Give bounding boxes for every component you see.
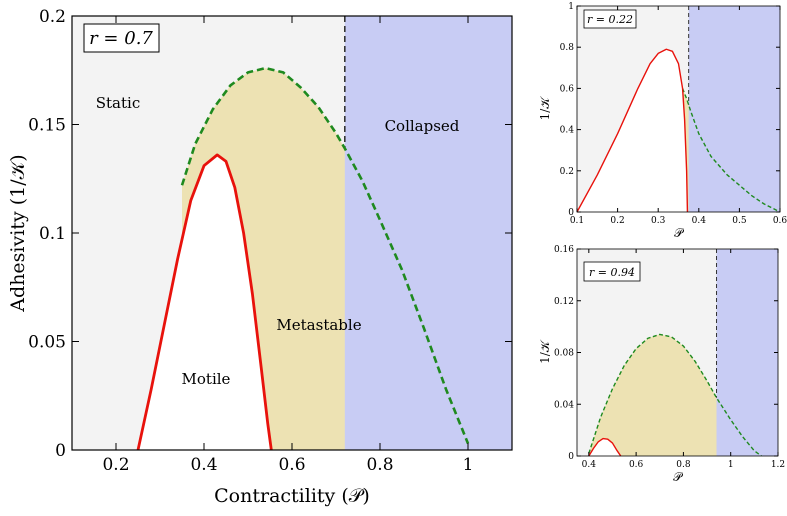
motile-boundary-curve xyxy=(136,153,273,450)
motile-region xyxy=(138,154,272,450)
plot-area xyxy=(72,16,512,450)
x-tick-label: 0.2 xyxy=(102,455,129,475)
y-tick-label: 0.16 xyxy=(554,245,574,255)
motile-region xyxy=(577,49,688,212)
y-tick-label: 0 xyxy=(568,208,574,218)
chart-panel-top-right: 0.1 0.2 0.3 0.4 0.5 0.6 0 0.2 0.4 0.6 0.8 1 𝒫 1/𝒦 r = … xyxy=(538,2,787,240)
r-value-label: r = 0.7 xyxy=(89,28,153,49)
y-tick-label: 0.1 xyxy=(39,224,66,244)
motile-boundary-curve xyxy=(588,437,622,456)
x-axis-label: 𝒫 xyxy=(673,470,683,484)
metastable-region-label: Metastable xyxy=(276,316,361,334)
x-tick-label: 1.2 xyxy=(771,460,785,470)
x-tick-label: 0.8 xyxy=(366,455,393,475)
y-tick-label: 0.04 xyxy=(554,400,574,410)
y-axis-label: Adhesivity (1/𝒦) xyxy=(7,154,29,312)
x-tick-label: 0.4 xyxy=(692,216,707,226)
collapsed-region xyxy=(716,249,778,456)
x-tick-label: 0.6 xyxy=(773,216,787,226)
y-tick-label: 0 xyxy=(568,452,574,462)
r-value-box xyxy=(583,261,641,282)
plot-area xyxy=(577,6,780,212)
y-axis-label: 1/𝒦 xyxy=(538,96,552,121)
x-axis-label: 𝒫 xyxy=(674,226,684,240)
y-tick-label: 0.4 xyxy=(560,126,575,136)
metastable-boundary-curve xyxy=(180,66,470,444)
y-tick-label: 0.05 xyxy=(28,333,66,353)
plot-frame xyxy=(576,5,781,213)
r-value-box xyxy=(83,23,160,53)
r-value-box xyxy=(583,9,637,29)
y-tick-label: 0 xyxy=(55,441,66,461)
x-axis-label: Contractility (𝒫) xyxy=(214,485,370,507)
x-tick-label: 0.8 xyxy=(676,460,691,470)
y-axis-label: 1/𝒦 xyxy=(538,339,552,364)
y-tick-label: 0.2 xyxy=(560,167,574,177)
x-tick-label: 0.3 xyxy=(651,216,666,226)
chart-panel-bottom-right: 0.4 0.6 0.8 1 1.2 0 0.04 0.08 0.12 0.16 𝒫 1/𝒦 r = 0.… xyxy=(538,245,785,484)
metastable-boundary-curve xyxy=(588,333,762,456)
y-tick-label: 1 xyxy=(568,2,574,12)
x-tick-label: 0.4 xyxy=(582,460,597,470)
x-tick-label: 0.6 xyxy=(278,455,305,475)
x-tick-label: 0.6 xyxy=(629,460,644,470)
plot-area xyxy=(577,249,778,456)
r-value-label: r = 0.94 xyxy=(589,266,635,279)
x-tick-label: 0.2 xyxy=(610,216,624,226)
r-value-label: r = 0.22 xyxy=(587,13,633,26)
motile-boundary-curve xyxy=(577,48,689,212)
x-tick-label: 0.5 xyxy=(732,216,747,226)
collapsed-region-label: Collapsed xyxy=(385,117,460,135)
y-tick-label: 0.8 xyxy=(560,43,575,53)
collapsed-region xyxy=(688,6,780,212)
x-tick-label: 1 xyxy=(728,460,734,470)
motile-region-label: Motile xyxy=(182,370,231,388)
x-tick-label: 0.4 xyxy=(190,455,217,475)
motile-region xyxy=(588,438,621,456)
y-tick-label: 0.6 xyxy=(560,84,575,94)
y-tick-label: 0.12 xyxy=(554,297,574,307)
static-region-label: Static xyxy=(96,94,140,112)
metastable-boundary-curve xyxy=(681,88,780,212)
y-tick-label: 0.2 xyxy=(39,7,66,27)
y-tick-label: 0.08 xyxy=(554,349,574,359)
y-tick-label: 0.15 xyxy=(28,116,66,136)
collapsed-region xyxy=(344,16,512,450)
chart-panel-main: 0.2 0.4 0.6 0.8 1 0 0.05 0.1 0.15 0.2 Contractilit… xyxy=(7,7,513,507)
x-tick-label: 0.1 xyxy=(570,216,584,226)
x-tick-label: 1 xyxy=(463,455,474,475)
